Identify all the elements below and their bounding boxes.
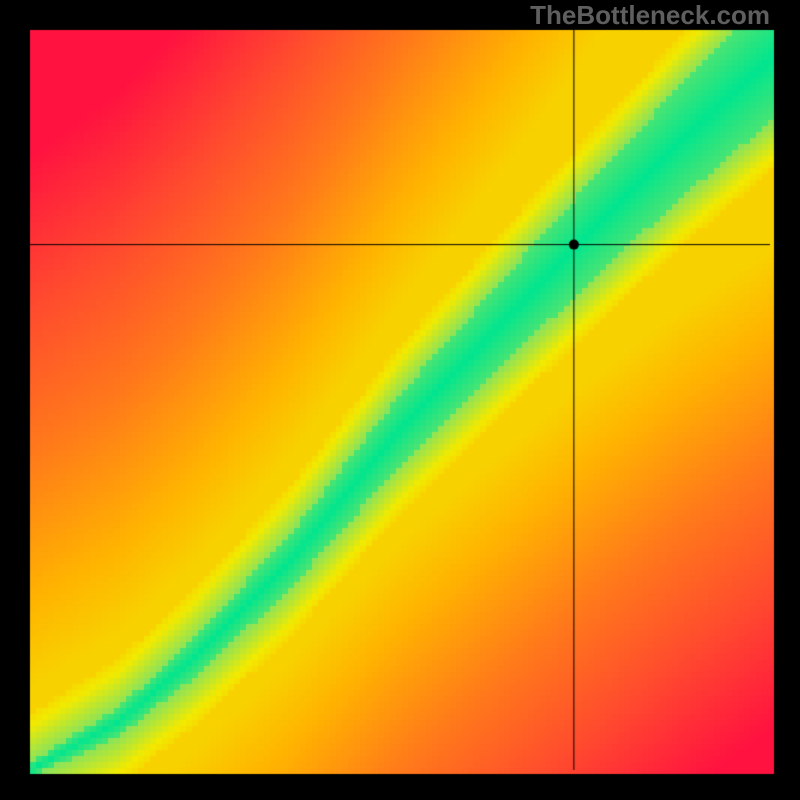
watermark-text: TheBottleneck.com (530, 0, 770, 31)
chart-container: TheBottleneck.com (0, 0, 800, 800)
bottleneck-heatmap (0, 0, 800, 800)
